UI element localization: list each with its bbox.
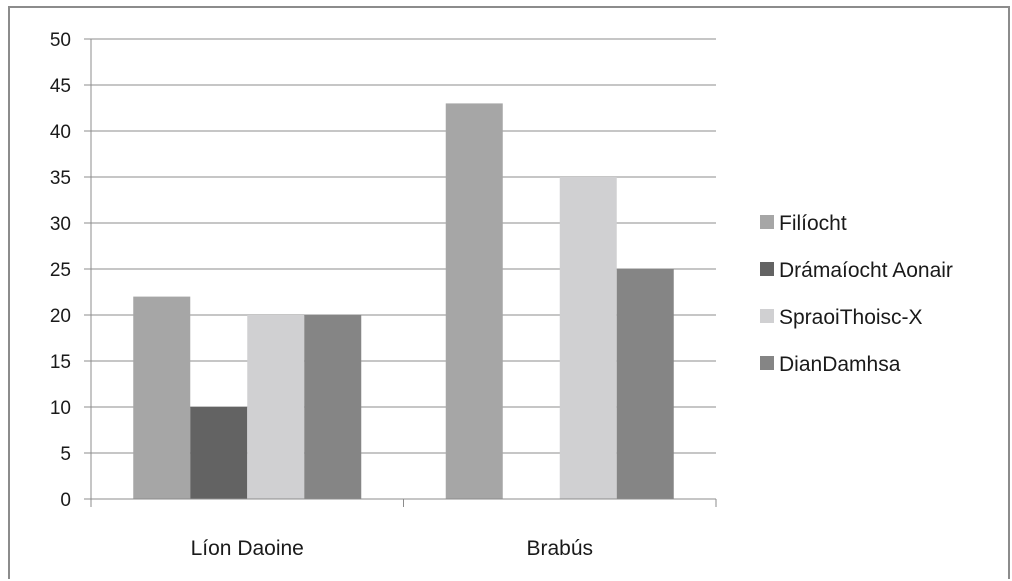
y-tick-label: 30	[50, 214, 71, 235]
bar	[559, 177, 617, 499]
legend-label: DianDamhsa	[779, 353, 901, 376]
y-tick-label: 20	[50, 306, 71, 327]
chart-frame	[8, 6, 1010, 579]
y-tick-label: 10	[50, 398, 71, 419]
bars	[133, 103, 674, 500]
y-tick-label: 15	[50, 352, 71, 373]
bar	[304, 315, 362, 499]
x-axis-labels: Líon Daoine Brabús	[191, 537, 593, 560]
x-category-label: Brabús	[526, 537, 593, 560]
bar	[445, 103, 503, 500]
bar	[247, 315, 305, 499]
y-tick-label: 5	[60, 444, 71, 465]
y-tick-label: 50	[50, 30, 71, 51]
legend-swatch	[760, 309, 774, 323]
y-tick-label: 25	[50, 260, 71, 281]
bar	[133, 296, 191, 499]
axes	[90, 39, 717, 507]
legend-label: Filíocht	[779, 212, 847, 235]
y-tick-label: 45	[50, 76, 71, 97]
legend: Filíocht Drámaíocht Aonair SpraoiThoisc-X D…	[760, 212, 953, 376]
y-tick-label: 0	[60, 490, 71, 511]
x-category-label: Líon Daoine	[191, 537, 304, 560]
legend-label: SpraoiThoisc-X	[779, 306, 923, 329]
bar	[616, 269, 674, 499]
legend-swatch	[760, 215, 774, 229]
y-tick-label: 35	[50, 168, 71, 189]
y-tick-label: 40	[50, 122, 71, 143]
legend-label: Drámaíocht Aonair	[779, 259, 953, 282]
legend-swatch	[760, 262, 774, 276]
y-axis-ticks: 0 5 10 15 20 25 30 35 40 45 50	[50, 30, 91, 511]
bar	[190, 407, 248, 499]
legend-swatch	[760, 356, 774, 370]
